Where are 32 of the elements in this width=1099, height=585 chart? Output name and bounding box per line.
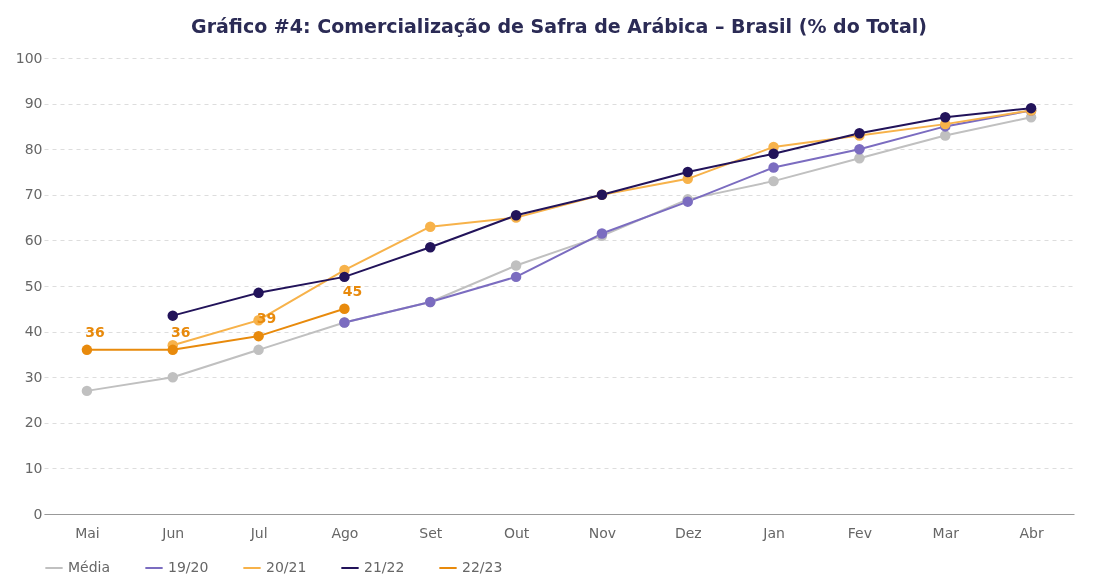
legend-label: 22/23 xyxy=(462,559,503,575)
x-tick-label: Mar xyxy=(932,524,960,541)
y-tick-label: 20 xyxy=(24,414,43,431)
x-tick-label: Set xyxy=(419,524,443,541)
x-tick-label: Ago xyxy=(331,524,359,541)
x-tick-label: Jun xyxy=(161,524,185,541)
y-tick-label: 90 xyxy=(24,95,43,112)
legend-label: 20/21 xyxy=(266,559,307,575)
y-tick-label: 0 xyxy=(33,505,43,522)
chart-title: Gráfico #4: Comercialização de Safra de Arábica – Brasil (% do Total) xyxy=(191,15,927,37)
x-tick-label: Dez xyxy=(674,524,702,541)
x-tick-label: Nov xyxy=(588,524,617,541)
x-tick-label: Jan xyxy=(762,524,785,541)
legend-label: Média xyxy=(68,559,111,575)
y-tick-label: 80 xyxy=(24,140,43,157)
x-tick-label: Mai xyxy=(75,524,100,541)
y-tick-label: 60 xyxy=(24,231,43,248)
y-tick-label: 100 xyxy=(15,49,43,66)
y-tick-label: 50 xyxy=(24,277,43,294)
data-label: 36 xyxy=(85,323,105,340)
x-tick-label: Abr xyxy=(1019,524,1044,541)
y-tick-label: 70 xyxy=(24,186,43,203)
x-tick-label: Jul xyxy=(249,524,268,541)
x-tick-label: Fev xyxy=(847,524,873,541)
x-tick-label: Out xyxy=(503,524,530,541)
data-label: 45 xyxy=(342,282,363,299)
legend-label: 19/20 xyxy=(168,559,209,575)
y-tick-label: 30 xyxy=(24,368,43,385)
data-label: 36 xyxy=(171,323,191,340)
y-tick-label: 40 xyxy=(24,323,43,340)
y-tick-label: 10 xyxy=(24,459,43,476)
legend-label: 21/22 xyxy=(364,559,405,575)
